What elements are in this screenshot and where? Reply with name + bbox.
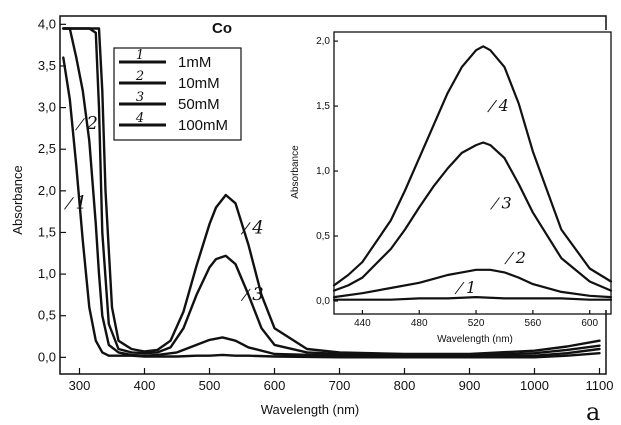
x-axis-label: Wavelength (nm) (261, 402, 360, 417)
y-axis-label: Absorbance (10, 165, 25, 234)
legend-marker-2: 2 (135, 69, 144, 84)
inset-annotation-stroke (490, 197, 500, 210)
main-y-tick-label: 1,5 (38, 224, 56, 239)
main-series-annotation-1: 1 (75, 192, 86, 213)
main-series-line-4 (62, 27, 601, 356)
inset-x-tick-label: 560 (525, 318, 542, 329)
inset-y-tick-label: 1,5 (316, 101, 330, 112)
inset-clear (334, 32, 611, 310)
main-x-tick-label: 700 (329, 378, 351, 393)
chart-title: Co (212, 20, 232, 37)
main-x-tick-label: 800 (394, 378, 416, 393)
inset-x-tick-label: 440 (354, 318, 371, 329)
main-x-tick-label: 1000 (520, 378, 549, 393)
main-series-annotation-2: 2 (86, 113, 98, 134)
legend-label-3: 50mM (178, 96, 220, 113)
inset-series-annotation-2: 2 (515, 248, 526, 267)
main-series-group: 1 2 3 4 (62, 27, 601, 359)
main-series-annotation-3: 3 (252, 284, 263, 305)
inset-series-annotation-3: 3 (502, 194, 512, 213)
inset-frame (333, 31, 612, 315)
inset-y-tick-label: 2,0 (316, 36, 330, 47)
inset-annotation-stroke (504, 251, 515, 265)
inset-x-tick-label: 480 (411, 318, 428, 329)
inset-x-tick-label: 520 (468, 318, 485, 329)
main-annotation-stroke (240, 222, 251, 235)
main-axes-ticks: 300 400 500 600 700 800 900 1000 1100 0,0 0,5 1,0 1,… (38, 16, 614, 393)
main-x-tick-label: 900 (459, 378, 481, 393)
inset-y-tick-label: 0,5 (316, 231, 330, 242)
inset-series-group: 1 2 3 4 (332, 45, 613, 301)
inset-x-tick-label: 600 (581, 318, 598, 329)
inset-y-tick-label: 1,0 (316, 166, 330, 177)
inset-y-axis-label: Absorbance (290, 145, 301, 199)
inset-y-tick-label: 0,0 (316, 296, 330, 307)
main-series-line-3 (62, 27, 601, 357)
main-x-tick-label: 400 (134, 378, 156, 393)
main-y-tick-label: 2,0 (38, 183, 56, 198)
main-y-tick-label: 3,0 (38, 100, 56, 115)
main-annotation-stroke (240, 288, 251, 302)
main-y-tick-label: 0,0 (38, 349, 56, 364)
main-y-tick-label: 1,0 (38, 266, 56, 281)
inset-series-line-1 (332, 296, 613, 301)
inset-series-line-4 (332, 45, 613, 287)
inset-series-line-2 (332, 268, 613, 299)
main-y-tick-label: 0,5 (38, 308, 56, 323)
legend-label-1: 1mM (178, 54, 211, 71)
main-annotation-stroke (75, 117, 85, 131)
legend-label-2: 10mM (178, 75, 220, 92)
main-x-tick-label: 300 (69, 378, 91, 393)
inset-series-annotation-4: 4 (498, 96, 509, 115)
main-y-tick-label: 2,5 (38, 141, 56, 156)
main-x-tick-label: 600 (264, 378, 286, 393)
legend-marker-1: 1 (136, 48, 144, 63)
legend: 1 1mM 2 10mM 3 50mM 4 100mM (113, 47, 242, 141)
inset-series-line-3 (332, 141, 613, 292)
legend-marker-4: 4 (135, 111, 144, 126)
legend-label-4: 100mM (178, 117, 228, 134)
inset-series-annotation-1: 1 (466, 278, 476, 297)
inset-annotation-stroke (487, 99, 498, 113)
main-series-annotation-4: 4 (251, 217, 263, 238)
main-x-tick-label: 1100 (586, 378, 614, 393)
main-x-tick-label: 500 (199, 378, 221, 393)
inset-x-axis-label: Wavelength (nm) (437, 334, 513, 345)
main-y-tick-label: 3,5 (38, 58, 56, 73)
inset-axes-ticks: 440 480 520 560 600 0,0 0,5 1,0 1,5 2,0 (316, 36, 598, 329)
main-annotation-stroke (64, 197, 74, 210)
inset-annotation-stroke (454, 281, 465, 295)
legend-marker-3: 3 (136, 90, 144, 105)
panel-label: a (586, 398, 600, 425)
main-y-tick-label: 4,0 (38, 16, 56, 31)
